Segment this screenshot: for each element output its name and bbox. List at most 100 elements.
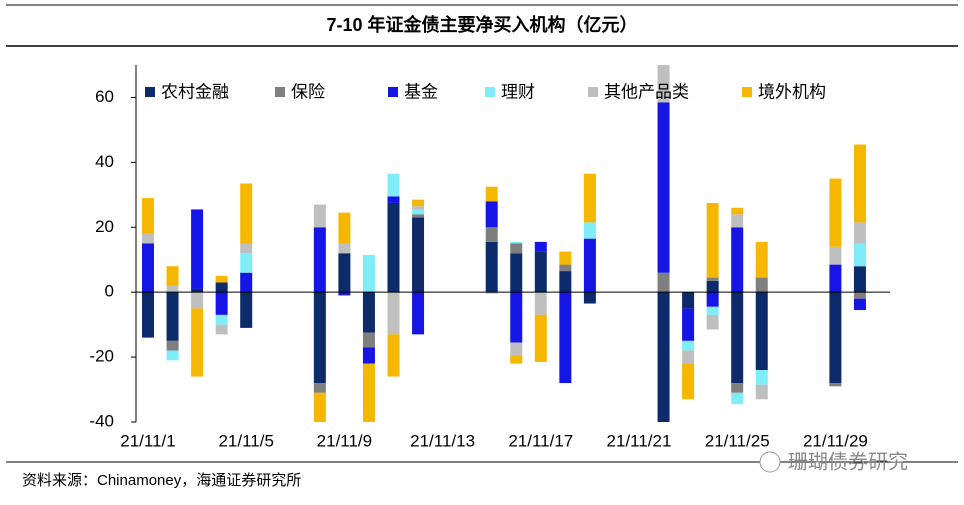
bar-segment bbox=[829, 264, 842, 293]
bar-segment bbox=[829, 292, 842, 384]
bar-segment bbox=[829, 178, 842, 247]
y-tick-label: 40 bbox=[95, 152, 114, 171]
y-tick-label: -40 bbox=[89, 411, 114, 430]
x-tick-label: 21/11/21 bbox=[607, 431, 672, 450]
bar-segment bbox=[362, 332, 375, 348]
y-tick-label: -20 bbox=[89, 347, 114, 366]
bar-segment bbox=[362, 254, 375, 293]
plot-area bbox=[142, 65, 866, 422]
x-tick-label: 21/11/17 bbox=[508, 431, 573, 450]
bar-segment bbox=[142, 243, 154, 293]
bar-segment bbox=[853, 266, 866, 293]
bar-segment bbox=[485, 227, 498, 242]
bar-segment bbox=[387, 196, 400, 203]
bar-segment bbox=[412, 292, 425, 335]
bar-segment bbox=[583, 292, 596, 304]
legend-label: 基金 bbox=[404, 82, 438, 101]
x-tick-label: 21/11/9 bbox=[317, 431, 372, 450]
bar-segment bbox=[559, 251, 572, 265]
bar-segment bbox=[387, 202, 400, 293]
bar-segment bbox=[191, 292, 204, 309]
y-tick-label: 20 bbox=[95, 217, 114, 236]
bar-segment bbox=[215, 292, 228, 315]
bar-segment bbox=[215, 282, 228, 293]
bar-segment bbox=[682, 308, 695, 341]
legend-swatch bbox=[145, 87, 155, 97]
bar-segment bbox=[510, 253, 523, 293]
bar-segment bbox=[215, 314, 228, 325]
x-tick-label: 21/11/13 bbox=[410, 431, 475, 450]
bar-segment bbox=[240, 253, 253, 273]
bar-segment bbox=[755, 370, 768, 385]
bar-segment bbox=[166, 292, 179, 341]
bar-segment bbox=[853, 144, 866, 223]
bar-segment bbox=[166, 266, 179, 286]
bar-segment bbox=[510, 355, 523, 364]
bar-segment bbox=[387, 292, 400, 335]
legend-swatch bbox=[388, 87, 398, 97]
bar-segment bbox=[534, 292, 547, 315]
bar-segment bbox=[682, 350, 695, 364]
legend-label: 其他产品类 bbox=[604, 82, 689, 101]
bar-segment bbox=[559, 271, 572, 293]
legend-swatch bbox=[485, 87, 495, 97]
bar-segment bbox=[853, 243, 866, 267]
legend-label: 保险 bbox=[291, 82, 325, 101]
bar-segment bbox=[387, 334, 400, 377]
watermark-icon bbox=[759, 451, 781, 473]
bar-segment bbox=[412, 214, 425, 218]
bar-segment bbox=[485, 241, 498, 293]
bar-segment bbox=[731, 227, 744, 293]
bar-segment bbox=[731, 214, 744, 228]
x-tick-label: 21/11/1 bbox=[120, 431, 175, 450]
bar-segment bbox=[731, 207, 744, 215]
bar-segment bbox=[755, 292, 768, 371]
bar-segment bbox=[240, 292, 253, 328]
bar-segment bbox=[412, 217, 425, 293]
legend-swatch bbox=[742, 87, 752, 97]
bar-segment bbox=[485, 186, 498, 202]
bar-segment bbox=[559, 292, 572, 384]
x-tick-label: 21/11/25 bbox=[705, 431, 770, 450]
bar-segment bbox=[706, 314, 719, 330]
bar-segment bbox=[191, 308, 204, 377]
bar-segment bbox=[485, 201, 498, 228]
legend-label: 理财 bbox=[501, 82, 535, 101]
y-tick-label: 60 bbox=[95, 87, 114, 106]
bar-segment bbox=[362, 292, 375, 333]
bar-segment bbox=[166, 285, 179, 293]
bar-segment bbox=[510, 292, 523, 343]
x-tick-label: 21/11/29 bbox=[803, 431, 868, 450]
bar-segment bbox=[166, 340, 179, 351]
bar-segment bbox=[313, 383, 326, 393]
bar-segment bbox=[853, 298, 866, 311]
bar-segment bbox=[534, 314, 547, 362]
bar-segment bbox=[583, 238, 596, 293]
bar-segment bbox=[142, 292, 154, 338]
bar-segment bbox=[412, 199, 425, 207]
bar-segment bbox=[829, 246, 842, 265]
bar-segment bbox=[755, 277, 768, 293]
bar-segment bbox=[338, 292, 351, 296]
bar-segment bbox=[313, 292, 326, 384]
bar-segment bbox=[853, 292, 866, 299]
bar-segment bbox=[338, 253, 351, 293]
bar-segment bbox=[657, 292, 670, 422]
bar-segment bbox=[142, 198, 154, 234]
bar-segment bbox=[755, 241, 768, 278]
bar-segment bbox=[534, 241, 547, 252]
bar-segment bbox=[583, 173, 596, 223]
bar-segment bbox=[706, 292, 719, 307]
x-tick-label: 21/11/5 bbox=[218, 431, 273, 450]
bar-segment bbox=[412, 206, 425, 210]
bar-segment bbox=[755, 384, 768, 400]
y-tick-label: 0 bbox=[105, 282, 114, 301]
bar-segment bbox=[362, 347, 375, 364]
bar-segment bbox=[166, 350, 179, 361]
bar-segment bbox=[240, 243, 253, 254]
bar-segment bbox=[412, 209, 425, 215]
bar-segment bbox=[191, 288, 204, 293]
bar-segment bbox=[706, 280, 719, 293]
bar-segment bbox=[657, 102, 670, 273]
